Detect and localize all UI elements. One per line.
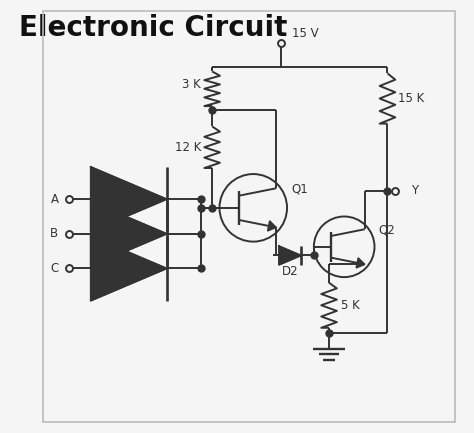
Polygon shape [91,167,167,232]
Text: C: C [50,262,58,275]
Polygon shape [267,221,276,231]
Polygon shape [91,201,167,266]
Text: B: B [50,227,58,240]
Polygon shape [356,258,365,268]
Text: A: A [50,193,58,206]
Text: Y: Y [411,184,419,197]
Text: Q1: Q1 [292,183,308,196]
Text: Q2: Q2 [379,224,396,237]
Text: 12 K: 12 K [175,141,202,154]
Polygon shape [91,236,167,301]
Text: D2: D2 [282,265,298,278]
Text: 15 K: 15 K [398,92,425,105]
Text: 3 K: 3 K [182,78,201,91]
Text: 5 K: 5 K [341,299,360,312]
Text: 15 V: 15 V [292,27,319,40]
Text: Electronic Circuit: Electronic Circuit [19,14,288,42]
Polygon shape [279,246,301,265]
